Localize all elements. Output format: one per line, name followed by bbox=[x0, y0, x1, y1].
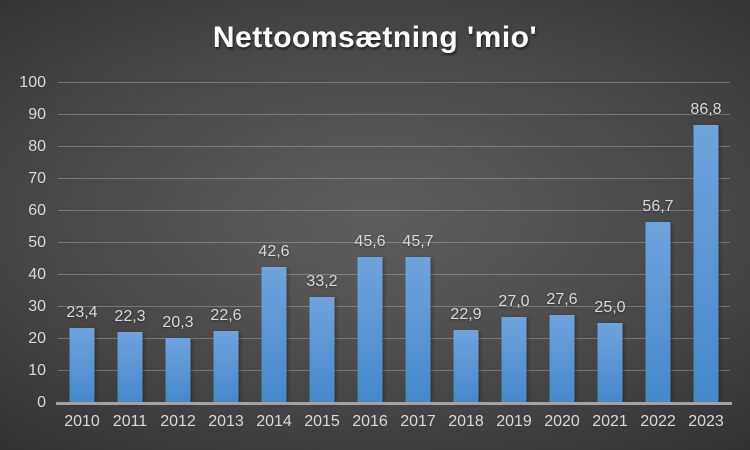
bar-2014 bbox=[261, 266, 287, 403]
bar-slot-2012: 20,3 bbox=[154, 83, 202, 403]
bar-slot-2014: 42,6 bbox=[250, 83, 298, 403]
bar-2016 bbox=[357, 257, 383, 403]
y-tick-label: 70 bbox=[28, 170, 46, 187]
bar-value-label: 22,3 bbox=[114, 307, 146, 325]
bar-2023 bbox=[693, 125, 719, 403]
bar-slot-2010: 23,4 bbox=[58, 83, 106, 403]
bar-2021 bbox=[597, 323, 623, 403]
x-tick-label: 2022 bbox=[640, 413, 676, 430]
x-tick-label: 2010 bbox=[64, 413, 100, 430]
bar-slot-2016: 45,6 bbox=[346, 83, 394, 403]
bar-slot-2023: 86,8 bbox=[682, 83, 730, 403]
y-tick-label: 80 bbox=[28, 138, 46, 155]
bar-slot-2018: 22,9 bbox=[442, 83, 490, 403]
x-tick-label: 2016 bbox=[352, 413, 388, 430]
gridline bbox=[58, 306, 730, 307]
gridline bbox=[58, 274, 730, 275]
bar-2011 bbox=[117, 331, 143, 403]
bar-value-label: 27,0 bbox=[498, 292, 530, 310]
y-tick-label: 100 bbox=[19, 74, 46, 91]
bar-slot-2013: 22,6 bbox=[202, 83, 250, 403]
bar-2017 bbox=[405, 256, 431, 403]
x-tick-label: 2013 bbox=[208, 413, 244, 430]
y-axis-labels: 0 10 20 30 40 50 60 70 80 90 100 bbox=[0, 75, 46, 411]
x-axis-tick-labels: 2010 2011 2012 2013 2014 2015 2016 2017 2018 2019… bbox=[58, 413, 730, 431]
x-tick-label: 2021 bbox=[592, 413, 628, 430]
y-tick-label: 10 bbox=[28, 362, 46, 379]
x-tick-label: 2011 bbox=[112, 413, 148, 430]
bar-slot-2021: 25,0 bbox=[586, 83, 634, 403]
bar-2018 bbox=[453, 329, 479, 403]
gridline bbox=[58, 210, 730, 211]
bar-slot-2020: 27,6 bbox=[538, 83, 586, 403]
bar-value-label: 86,8 bbox=[690, 101, 722, 119]
bar-slot-2017: 45,7 bbox=[394, 83, 442, 403]
x-tick-label: 2018 bbox=[448, 413, 484, 430]
gridline bbox=[58, 370, 730, 371]
x-tick-label: 2012 bbox=[160, 413, 196, 430]
bar-2022 bbox=[645, 221, 671, 403]
bar-value-label: 27,6 bbox=[546, 290, 578, 308]
x-tick-label: 2020 bbox=[544, 413, 580, 430]
x-tick-label: 2023 bbox=[688, 413, 724, 430]
bar-2010 bbox=[69, 328, 95, 403]
gridline bbox=[58, 178, 730, 179]
bar-slot-2011: 22,3 bbox=[106, 83, 154, 403]
bar-2012 bbox=[165, 338, 191, 403]
y-tick-label: 40 bbox=[28, 266, 46, 283]
y-tick-label: 90 bbox=[28, 106, 46, 123]
plot-area: 23,4 22,3 20,3 22,6 42,6 33,2 45,6 45,7 22,9 27,0… bbox=[56, 82, 732, 405]
bar-value-label: 23,4 bbox=[66, 304, 98, 322]
bar-slot-2019: 27,0 bbox=[490, 83, 538, 403]
bar-slot-2015: 33,2 bbox=[298, 83, 346, 403]
bar-series: 23,4 22,3 20,3 22,6 42,6 33,2 45,6 45,7 22,9 27,0… bbox=[58, 83, 730, 403]
y-tick-label: 20 bbox=[28, 330, 46, 347]
bar-value-label: 45,6 bbox=[354, 233, 386, 251]
bar-value-label: 56,7 bbox=[642, 197, 674, 215]
bar-value-label: 25,0 bbox=[594, 299, 626, 316]
gridline bbox=[58, 114, 730, 115]
x-tick-label: 2019 bbox=[496, 413, 532, 430]
y-tick-label: 60 bbox=[28, 202, 46, 219]
bar-value-label: 42,6 bbox=[258, 242, 290, 260]
bar-2015 bbox=[309, 296, 335, 403]
gridline bbox=[58, 146, 730, 147]
bar-slot-2022: 56,7 bbox=[634, 83, 682, 403]
bar-2013 bbox=[213, 330, 239, 403]
bar-2019 bbox=[501, 316, 527, 403]
bar-value-label: 22,9 bbox=[450, 305, 482, 323]
x-tick-label: 2017 bbox=[400, 413, 436, 430]
gridline bbox=[58, 82, 730, 83]
gridline bbox=[58, 242, 730, 243]
x-tick-label: 2014 bbox=[256, 413, 292, 430]
x-axis-line bbox=[56, 402, 732, 405]
y-tick-label: 0 bbox=[37, 394, 46, 411]
bar-2020 bbox=[549, 314, 575, 403]
y-tick-label: 50 bbox=[28, 234, 46, 251]
gridline bbox=[58, 338, 730, 339]
bar-value-label: 33,2 bbox=[306, 272, 338, 290]
bar-value-label: 45,7 bbox=[402, 232, 434, 250]
chart-title: Nettoomsætning 'mio' bbox=[212, 21, 538, 54]
y-tick-label: 30 bbox=[28, 298, 46, 315]
x-tick-label: 2015 bbox=[304, 413, 340, 430]
bar-value-label: 22,6 bbox=[210, 306, 242, 324]
bar-value-label: 20,3 bbox=[162, 314, 194, 332]
